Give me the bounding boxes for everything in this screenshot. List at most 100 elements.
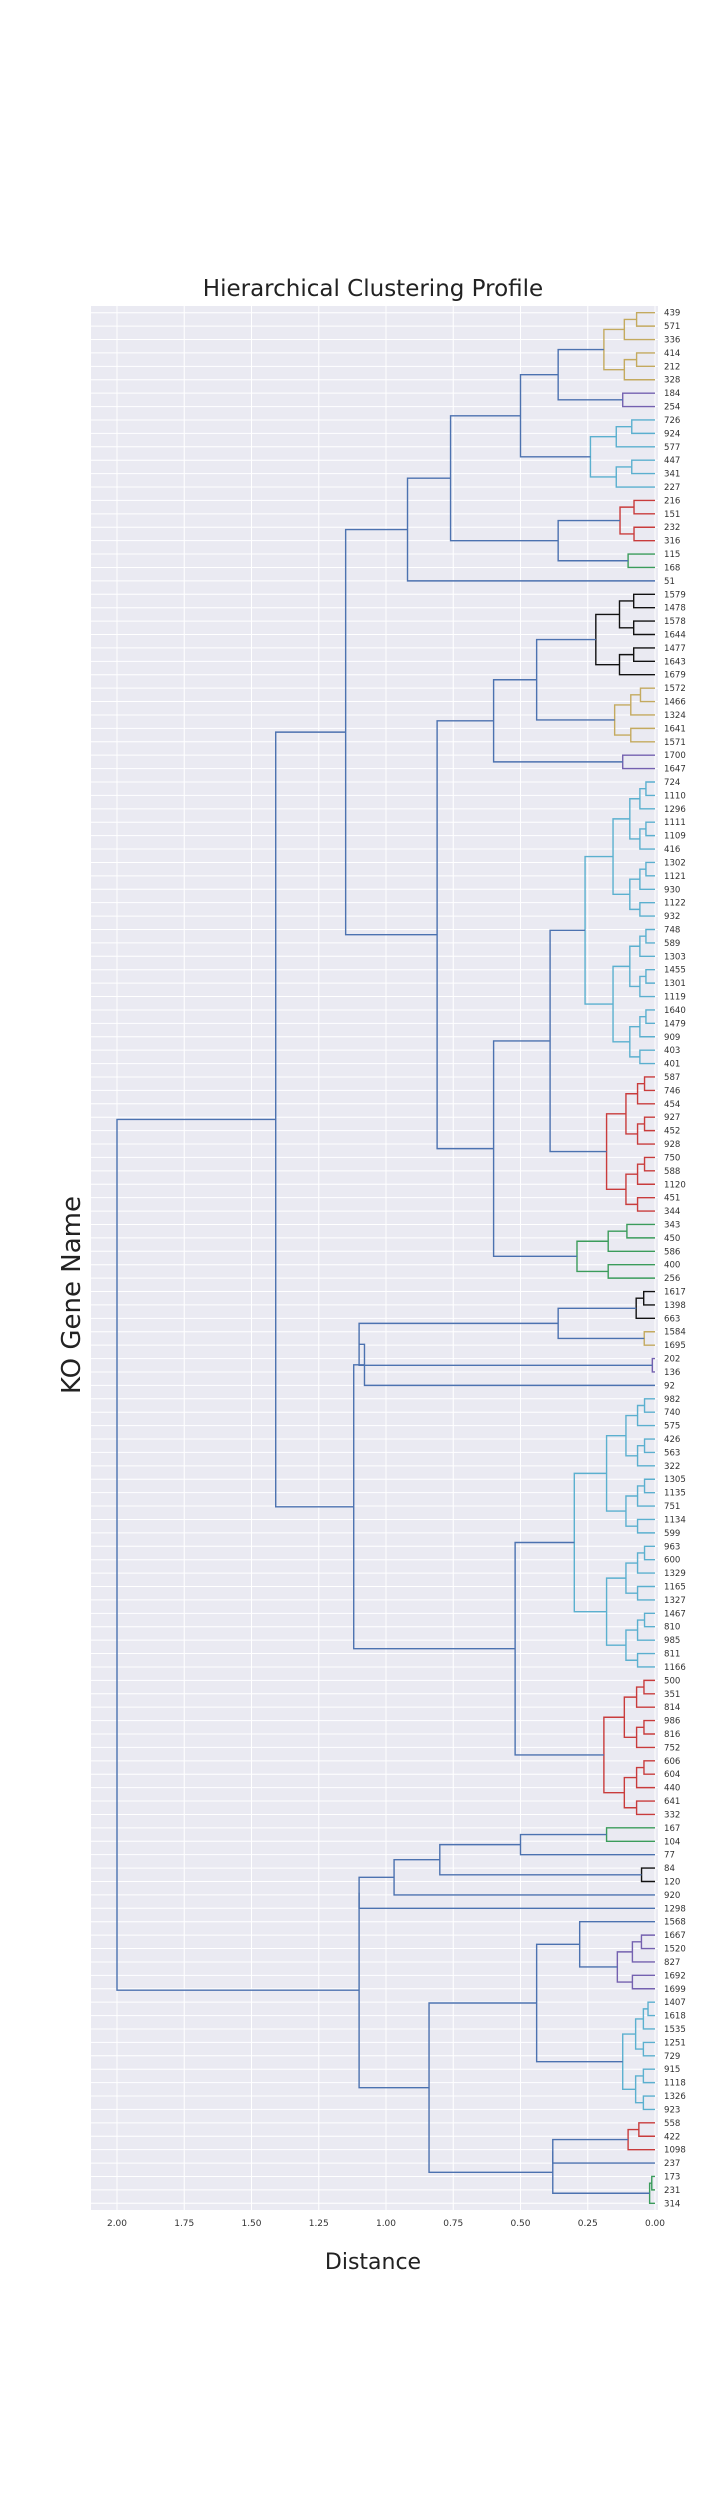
x-tick-label: 0.25 <box>578 2219 598 2229</box>
leaf-label: 92 <box>664 1381 675 1391</box>
leaf-label: 558 <box>664 2119 680 2129</box>
dendrogram-link <box>645 861 655 877</box>
dendrogram-link <box>639 828 655 850</box>
leaf-label: 1584 <box>664 1328 686 1338</box>
dendrogram-link <box>116 1118 360 1991</box>
leaf-label: 344 <box>664 1207 680 1217</box>
leaf-label: 167 <box>664 1824 680 1834</box>
leaf-label: 575 <box>664 1422 680 1432</box>
leaf-label: 84 <box>664 1864 675 1874</box>
leaf-label: 136 <box>664 1368 680 1378</box>
leaf-label: 454 <box>664 1100 680 1110</box>
leaf-label: 1700 <box>664 751 686 761</box>
leaf-label: 1251 <box>664 2038 686 2048</box>
dendrogram-link <box>636 1518 655 1534</box>
leaf-label: 1303 <box>664 952 686 962</box>
leaf-label: 414 <box>664 349 680 359</box>
leaf-label: 115 <box>664 550 680 560</box>
leaf-label: 168 <box>664 563 680 573</box>
leaf-label: 1568 <box>664 1918 686 1928</box>
dendrogram-link <box>629 945 640 988</box>
leaf-label: 216 <box>664 496 680 506</box>
leaf-label: 1679 <box>664 671 686 681</box>
dendrogram-link <box>639 788 655 810</box>
x-tick-label: 1.50 <box>241 2219 261 2229</box>
chart-title: Hierarchical Clustering Profile <box>203 276 543 302</box>
leaf-label: 1118 <box>664 2079 686 2089</box>
leaf-label: 1135 <box>664 1489 686 1499</box>
leaf-label: 1398 <box>664 1301 686 1311</box>
leaf-label: 1579 <box>664 590 686 600</box>
x-tick-label: 1.00 <box>376 2219 396 2229</box>
leaf-label: 104 <box>664 1837 680 1847</box>
dendrogram-link <box>639 1015 655 1038</box>
leaf-label: 589 <box>664 939 680 949</box>
dendrogram-link <box>636 1196 655 1212</box>
leaf-label: 963 <box>664 1542 680 1552</box>
leaf-label: 1301 <box>664 979 686 989</box>
leaf-label: 641 <box>664 1797 680 1807</box>
dendrogram-link <box>636 1445 655 1467</box>
leaf-label: 343 <box>664 1220 680 1230</box>
leaf-label: 400 <box>664 1261 680 1271</box>
leaf-label: 1165 <box>664 1583 686 1593</box>
dendrogram-link <box>636 1619 655 1641</box>
x-axis-ticks: 2.00 1.75 1.50 1.25 1.00 0.75 0.50 0.25 0.00 <box>107 2219 665 2229</box>
leaf-label: 439 <box>664 309 680 319</box>
leaf-label: 452 <box>664 1127 680 1137</box>
dendrogram-link <box>636 1163 655 1185</box>
leaf-label: 336 <box>664 336 680 346</box>
leaf-label: 403 <box>664 1046 680 1056</box>
dendrogram-link <box>552 2151 650 2194</box>
leaf-label: 930 <box>664 885 680 895</box>
leaf-label: 1617 <box>664 1288 686 1298</box>
leaf-label: 173 <box>664 2172 680 2182</box>
leaf-label: 426 <box>664 1435 680 1445</box>
leaf-label: 451 <box>664 1194 680 1204</box>
leaf-label: 599 <box>664 1529 680 1539</box>
leaf-label: 231 <box>664 2186 680 2196</box>
leaf-label: 1110 <box>664 791 686 801</box>
leaf-label: 740 <box>664 1408 680 1418</box>
x-tick-label: 2.00 <box>107 2219 127 2229</box>
dendrogram-link <box>636 1485 655 1507</box>
dendrogram-links <box>116 312 655 2204</box>
leaf-label: 606 <box>664 1757 680 1767</box>
leaf-label: 1699 <box>664 1985 686 1995</box>
leaf-label: 500 <box>664 1676 680 1686</box>
dendrogram-link <box>358 1876 655 1910</box>
leaf-label: 1695 <box>664 1341 686 1351</box>
dendrogram-link <box>639 868 655 890</box>
leaf-label: 422 <box>664 2132 680 2142</box>
leaf-label: 827 <box>664 1958 680 1968</box>
leaf-label: 1109 <box>664 832 686 842</box>
x-axis-label: Distance <box>325 2250 421 2275</box>
leaf-label: 724 <box>664 778 680 788</box>
y-axis-label: KO Gene Name <box>57 1196 87 1394</box>
leaf-label: 915 <box>664 2065 680 2075</box>
leaf-label: 928 <box>664 1140 680 1150</box>
leaf-label: 1302 <box>664 858 686 868</box>
leaf-label: 985 <box>664 1636 680 1646</box>
dendrogram-link <box>639 935 655 958</box>
leaf-label: 1166 <box>664 1663 686 1673</box>
leaf-label: 1327 <box>664 1596 686 1606</box>
leaf-label: 1644 <box>664 631 686 641</box>
leaf-label: 663 <box>664 1314 680 1324</box>
leaf-label: 927 <box>664 1113 680 1123</box>
dendrogram-link <box>639 1049 655 1065</box>
dendrogram-link <box>636 1585 655 1601</box>
leaf-label: 748 <box>664 925 680 935</box>
leaf-label: 237 <box>664 2159 680 2169</box>
x-tick-label: 0.75 <box>443 2219 463 2229</box>
leaf-label: 1618 <box>664 2012 686 2022</box>
x-tick-label: 1.25 <box>309 2219 329 2229</box>
leaf-label: 1305 <box>664 1475 686 1485</box>
dendrogram-link <box>636 1404 655 1427</box>
leaf-label: 322 <box>664 1462 680 1472</box>
dendrogram-link <box>645 969 655 984</box>
leaf-label: 986 <box>664 1717 680 1727</box>
leaf-label: 982 <box>664 1395 680 1405</box>
leaf-label: 1641 <box>664 724 686 734</box>
